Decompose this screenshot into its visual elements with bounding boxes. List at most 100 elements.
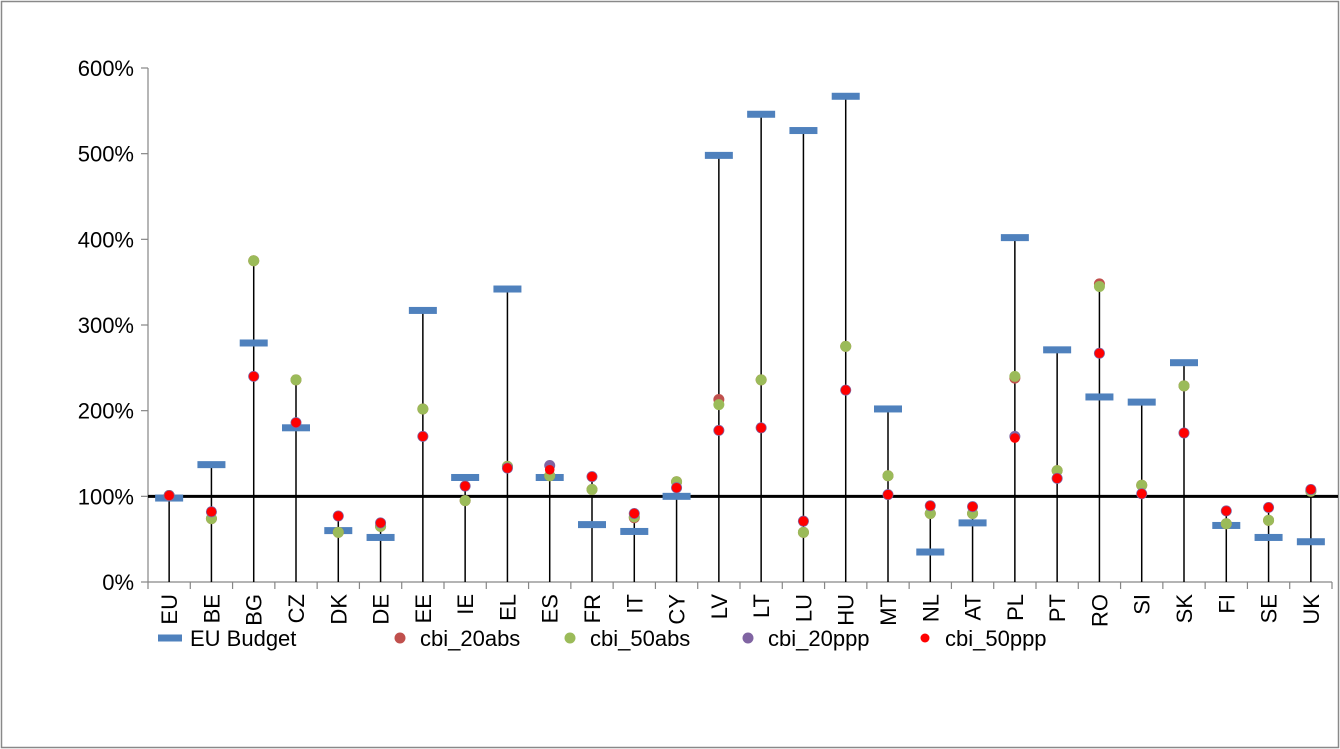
marker-cbi-50abs bbox=[1220, 518, 1232, 530]
marker-eu-budget bbox=[493, 285, 522, 293]
x-tick-label: RO bbox=[1087, 594, 1112, 627]
markers bbox=[155, 92, 1325, 556]
marker-cbi-50ppp bbox=[925, 500, 936, 511]
marker-cbi-50abs bbox=[882, 470, 894, 482]
marker-cbi-50ppp bbox=[502, 463, 513, 473]
legend-label-cbi-50ppp: cbi_50ppp bbox=[945, 626, 1047, 651]
x-tick-label: FI bbox=[1214, 594, 1239, 614]
marker-cbi-50abs bbox=[755, 374, 767, 386]
x-tick-label: DK bbox=[326, 594, 351, 625]
marker-cbi-50ppp bbox=[375, 518, 386, 528]
marker-eu-budget bbox=[408, 306, 437, 314]
marker-cbi-50abs bbox=[459, 495, 471, 507]
x-tick-label: IT bbox=[622, 594, 647, 614]
legend-swatch-cbi-50abs bbox=[564, 632, 576, 644]
marker-eu-budget bbox=[958, 519, 987, 527]
x-tick-label: EU bbox=[157, 594, 182, 625]
x-tick-label: CY bbox=[665, 594, 690, 625]
x-tick-labels: EU BE BG CZ DK DE EE IE EL ES FR IT CY LV LT LU HU MT NL AT… bbox=[157, 594, 1324, 627]
marker-eu-budget bbox=[1170, 359, 1198, 367]
marker-cbi-50abs bbox=[1178, 380, 1190, 392]
y-tick-label: 200% bbox=[78, 399, 134, 424]
marker-cbi-50abs bbox=[417, 403, 429, 415]
x-tick-label: CZ bbox=[284, 594, 309, 623]
marker-cbi-50ppp bbox=[798, 516, 809, 526]
marker-eu-budget bbox=[1296, 538, 1325, 546]
legend-label-cbi-50abs: cbi_50abs bbox=[590, 626, 690, 651]
marker-cbi-50abs bbox=[713, 399, 725, 411]
marker-eu-budget bbox=[239, 339, 268, 347]
marker-cbi-50ppp bbox=[840, 385, 851, 395]
marker-eu-budget bbox=[704, 151, 733, 159]
marker-eu-budget bbox=[1000, 234, 1029, 242]
y-tick-label: 600% bbox=[78, 56, 134, 81]
y-tick-label: 300% bbox=[78, 313, 134, 338]
marker-eu-budget bbox=[831, 92, 860, 100]
marker-eu-budget bbox=[1254, 533, 1283, 541]
marker-cbi-50ppp bbox=[544, 464, 555, 475]
marker-cbi-50ppp bbox=[587, 471, 597, 482]
marker-cbi-50abs bbox=[586, 483, 598, 495]
marker-cbi-50abs bbox=[797, 526, 809, 538]
marker-eu-budget bbox=[916, 548, 945, 556]
y-tick-label: 0% bbox=[102, 570, 134, 595]
marker-cbi-50ppp bbox=[967, 501, 978, 512]
y-tick-label: 100% bbox=[78, 484, 134, 509]
marker-cbi-50abs bbox=[248, 255, 260, 267]
marker-cbi-50ppp bbox=[1179, 428, 1189, 438]
legend-label-eu-budget: EU Budget bbox=[190, 626, 296, 651]
x-tick-label: FR bbox=[580, 594, 605, 623]
x-tick-label: PL bbox=[1003, 594, 1028, 621]
marker-cbi-50ppp bbox=[291, 417, 301, 428]
marker-cbi-50ppp bbox=[671, 482, 682, 493]
marker-eu-budget bbox=[874, 405, 902, 413]
stems bbox=[168, 96, 1312, 582]
marker-eu-budget bbox=[747, 110, 776, 118]
marker-eu-budget bbox=[366, 533, 395, 541]
x-tick-label: PT bbox=[1045, 594, 1070, 622]
x-tick-label: IE bbox=[453, 594, 478, 615]
x-tick-label: BE bbox=[199, 594, 224, 623]
marker-eu-budget bbox=[197, 461, 226, 469]
x-tick-label: SK bbox=[1172, 594, 1197, 624]
marker-cbi-50ppp bbox=[1052, 473, 1062, 484]
marker-eu-budget bbox=[620, 527, 649, 535]
legend-swatch-cbi-50ppp bbox=[920, 633, 930, 643]
marker-cbi-50abs bbox=[290, 374, 302, 386]
marker-cbi-50ppp bbox=[714, 425, 724, 436]
marker-cbi-50ppp bbox=[1221, 506, 1232, 516]
marker-cbi-50ppp bbox=[248, 371, 259, 382]
marker-cbi-50abs bbox=[1051, 465, 1063, 477]
marker-eu-budget bbox=[451, 473, 480, 481]
x-tick-label: MT bbox=[876, 594, 901, 626]
marker-cbi-50abs bbox=[332, 526, 344, 538]
marker-cbi-50ppp bbox=[1263, 502, 1274, 513]
legend-swatch-eu-budget bbox=[158, 634, 182, 642]
marker-cbi-50ppp bbox=[333, 511, 344, 521]
marker-cbi-50abs bbox=[1136, 479, 1148, 491]
legend: EU Budget cbi_20abs cbi_50abs cbi_20ppp cbi_… bbox=[158, 626, 1047, 651]
marker-cbi-50abs bbox=[1093, 280, 1105, 292]
x-tick-label: ES bbox=[538, 594, 563, 623]
marker-cbi-50abs bbox=[1263, 514, 1275, 526]
x-tick-label: NL bbox=[918, 594, 943, 622]
x-tick-label: AT bbox=[961, 594, 986, 620]
x-tick-label: DE bbox=[369, 594, 394, 625]
x-tick-label: BG bbox=[242, 594, 267, 626]
x-tick-label: UK bbox=[1299, 594, 1324, 625]
marker-cbi-50ppp bbox=[1010, 433, 1020, 443]
marker-eu-budget bbox=[1127, 398, 1156, 406]
legend-swatch-cbi-20abs bbox=[394, 632, 406, 644]
legend-label-cbi-20ppp: cbi_20ppp bbox=[768, 626, 870, 651]
x-tick-label: SI bbox=[1130, 594, 1155, 615]
y-tick-label: 500% bbox=[78, 142, 134, 167]
x-tick-label: SE bbox=[1257, 594, 1282, 623]
y-tick-label: 400% bbox=[78, 227, 134, 252]
marker-cbi-50ppp bbox=[629, 508, 640, 519]
marker-eu-budget bbox=[789, 127, 818, 135]
y-tick-labels: 0% 100% 200% 300% 400% 500% 600% bbox=[78, 56, 134, 595]
x-tick-label: EE bbox=[411, 594, 436, 623]
marker-cbi-50ppp bbox=[1136, 488, 1147, 499]
